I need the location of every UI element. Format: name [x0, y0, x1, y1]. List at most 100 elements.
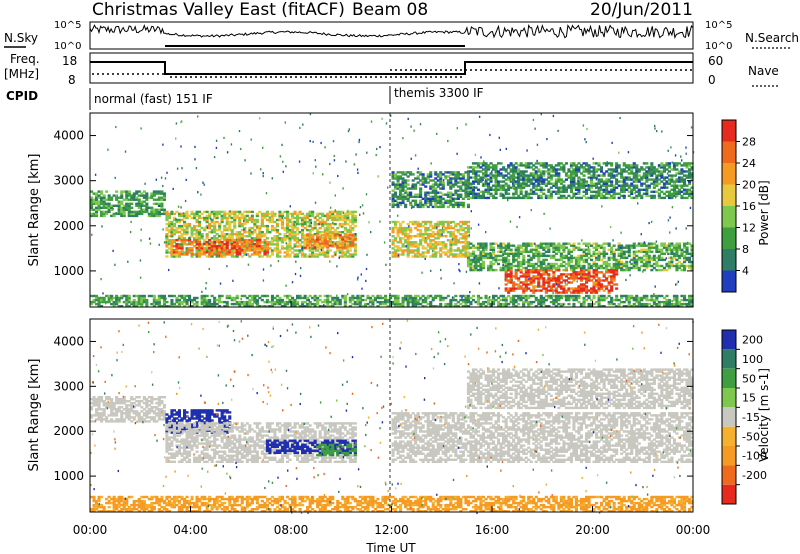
heatmap-cell — [373, 298, 377, 302]
heatmap-cell — [559, 162, 563, 165]
heatmap-cell — [665, 268, 669, 272]
heatmap-cell — [411, 251, 415, 254]
heatmap-cell — [223, 228, 227, 232]
heatmap-cell — [439, 243, 443, 246]
heatmap-cell — [240, 216, 244, 220]
heatmap-cell — [107, 206, 111, 209]
heatmap-cell — [351, 216, 355, 220]
heatmap-cell — [489, 266, 493, 270]
heatmap-cell — [288, 253, 292, 256]
heatmap-cell — [529, 166, 533, 169]
heatmap-cell — [228, 224, 232, 228]
heatmap-cell — [685, 174, 689, 177]
heatmap-cell — [542, 281, 546, 284]
heatmap-cell — [612, 250, 616, 253]
heatmap-cell — [444, 175, 448, 178]
heatmap-cell — [343, 302, 347, 306]
heatmap-cell — [288, 212, 292, 216]
heatmap-cell — [394, 226, 398, 230]
heatmap-cell — [476, 244, 480, 247]
heatmap-cell — [183, 212, 187, 216]
heatmap-cell — [245, 218, 249, 222]
heatmap-cell — [564, 262, 568, 266]
heatmap-cell — [160, 208, 164, 211]
heatmap-cell — [170, 253, 174, 256]
heatmap-cell — [514, 268, 518, 272]
heatmap-cell — [328, 300, 332, 304]
heatmap-cell — [605, 277, 609, 280]
heatmap-cell — [683, 242, 687, 245]
heatmap-cell — [253, 224, 257, 228]
heatmap-cell — [323, 298, 327, 302]
heatmap-cell — [579, 291, 583, 294]
heatmap-cell — [564, 289, 568, 292]
heatmap-cell — [301, 296, 305, 300]
heatmap-cell — [499, 186, 503, 189]
heatmap-cell — [185, 243, 189, 246]
heatmap-cell — [431, 183, 435, 186]
heatmap-cell — [647, 262, 651, 266]
heatmap-cell — [200, 245, 204, 248]
heatmap-cell — [469, 254, 473, 258]
heatmap-cell — [497, 174, 501, 177]
heatmap-cell — [243, 214, 247, 218]
heatmap-cell — [243, 245, 247, 248]
heatmap-cell — [188, 296, 192, 300]
heatmap-cell — [275, 218, 279, 222]
heatmap-cell — [537, 182, 541, 185]
heatmap-cell — [451, 235, 455, 238]
heatmap-cell — [396, 305, 400, 308]
heatmap-cell — [137, 198, 141, 201]
heatmap-cell — [152, 190, 156, 193]
heatmap-cell — [492, 248, 496, 251]
heatmap-cell — [532, 289, 536, 292]
heatmap-cell — [117, 296, 121, 300]
heatmap-cell — [451, 241, 455, 244]
nave-tick-bottom: 0 — [708, 73, 716, 87]
heatmap-cell — [610, 248, 614, 251]
heatmap-cell — [677, 264, 681, 268]
heatmap-cell — [341, 253, 345, 256]
heatmap-cell — [338, 298, 342, 302]
heatmap-cell — [647, 254, 651, 258]
heatmap-cell — [180, 214, 184, 218]
heatmap-cell — [399, 228, 403, 232]
heatmap-cell — [507, 260, 511, 264]
heatmap-cell — [391, 239, 395, 242]
heatmap-cell — [411, 195, 415, 198]
heatmap-cell — [499, 188, 503, 191]
heatmap-cell — [685, 176, 689, 179]
heatmap-cell — [542, 283, 546, 286]
heatmap-cell — [582, 190, 586, 193]
heatmap-cell — [642, 168, 646, 171]
heatmap-cell — [547, 164, 551, 167]
heatmap-cell — [127, 204, 131, 207]
heatmap-cell — [278, 302, 282, 306]
heatmap-cell — [441, 231, 445, 234]
heatmap-cell — [346, 251, 350, 254]
heatmap-cell — [537, 174, 541, 177]
heatmap-cell — [95, 208, 99, 211]
heatmap-cell — [456, 189, 460, 192]
heatmap-cell — [399, 189, 403, 192]
heatmap-cell — [497, 170, 501, 173]
heatmap-cell — [404, 233, 408, 236]
heatmap-cell — [469, 258, 473, 262]
heatmap-cell — [612, 275, 616, 278]
heatmap-cell — [647, 174, 651, 177]
heatmap-cell — [228, 249, 232, 252]
heatmap-cell — [303, 305, 307, 308]
heatmap-cell — [248, 294, 252, 298]
heatmap-cell — [590, 275, 594, 278]
heatmap-cell — [346, 212, 350, 216]
heatmap-cell — [572, 289, 576, 292]
heatmap-cell — [519, 162, 523, 165]
heatmap-cell — [690, 260, 694, 264]
heatmap-cell — [544, 194, 548, 198]
heatmap-cell — [685, 184, 689, 187]
heatmap-cell — [177, 231, 181, 234]
heatmap-cell — [431, 247, 435, 250]
heatmap-cell — [270, 216, 274, 220]
heatmap-cell — [270, 305, 274, 308]
heatmap-cell — [203, 210, 207, 214]
